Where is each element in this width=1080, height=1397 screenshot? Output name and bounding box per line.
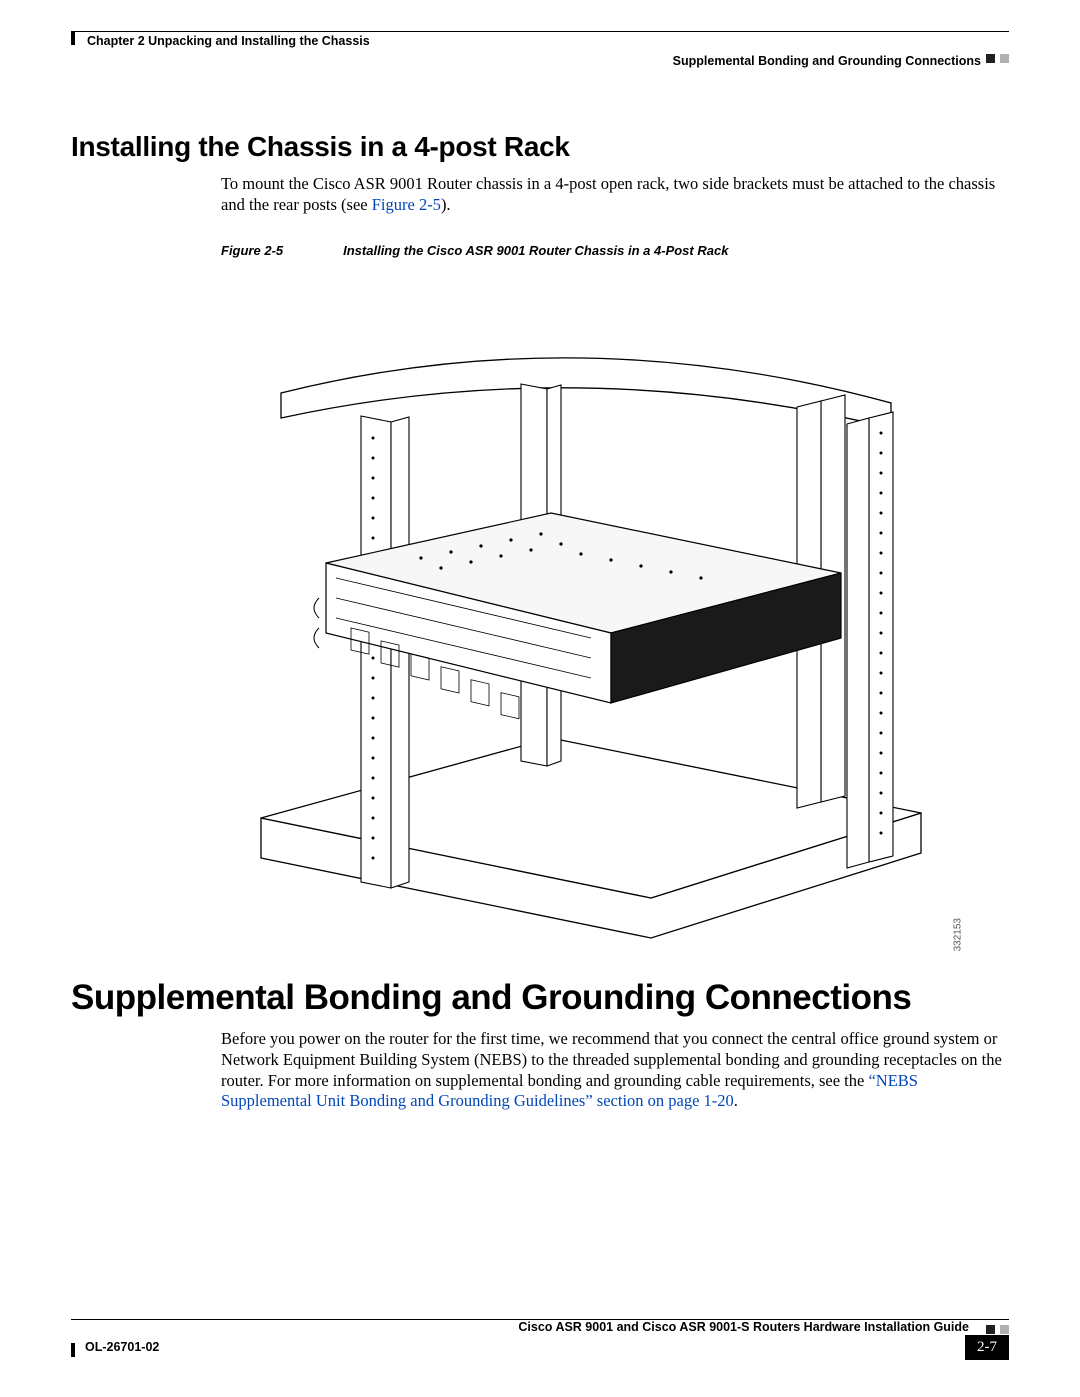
page-footer: Cisco ASR 9001 and Cisco ASR 9001-S Rout… — [71, 1318, 1009, 1366]
figure-caption-title: Installing the Cisco ASR 9001 Router Cha… — [343, 243, 728, 258]
header-tick-icon — [71, 31, 75, 45]
figure-2-5-link[interactable]: Figure 2-5 — [372, 195, 441, 214]
header-chapter-label: Chapter 2 Unpacking and Installing the C… — [87, 34, 370, 48]
footer-marker-light-icon — [1000, 1325, 1009, 1334]
page: Chapter 2 Unpacking and Installing the C… — [71, 31, 1009, 1366]
figure-code: 332153 — [952, 918, 963, 951]
header-marker-light-icon — [1000, 54, 1009, 63]
section2-text-b: . — [734, 1091, 738, 1110]
section-heading-bonding-grounding: Supplemental Bonding and Grounding Conne… — [71, 978, 1009, 1018]
footer-page-number: 2-7 — [965, 1335, 1009, 1360]
section1-paragraph: To mount the Cisco ASR 9001 Router chass… — [221, 174, 1009, 215]
section2-paragraph: Before you power on the router for the f… — [221, 1029, 1009, 1112]
figure-caption-number: Figure 2-5 — [221, 243, 283, 258]
figure-caption: Figure 2-5 Installing the Cisco ASR 9001 … — [221, 243, 1009, 258]
page-header: Chapter 2 Unpacking and Installing the C… — [71, 31, 1009, 61]
header-section-label: Supplemental Bonding and Grounding Conne… — [673, 54, 981, 68]
figure-2-5: 332153 — [221, 298, 941, 948]
footer-book-title: Cisco ASR 9001 and Cisco ASR 9001-S Rout… — [518, 1320, 969, 1334]
rack-chassis-illustration-icon — [221, 298, 941, 948]
footer-tick-icon — [71, 1343, 75, 1357]
footer-part-number: OL-26701-02 — [85, 1340, 159, 1354]
section1-text-a: To mount the Cisco ASR 9001 Router chass… — [221, 174, 995, 214]
header-marker-dark-icon — [986, 54, 995, 63]
footer-marker-dark-icon — [986, 1325, 995, 1334]
section-heading-install-4post: Installing the Chassis in a 4-post Rack — [71, 131, 1009, 163]
section1-text-b: ). — [441, 195, 451, 214]
